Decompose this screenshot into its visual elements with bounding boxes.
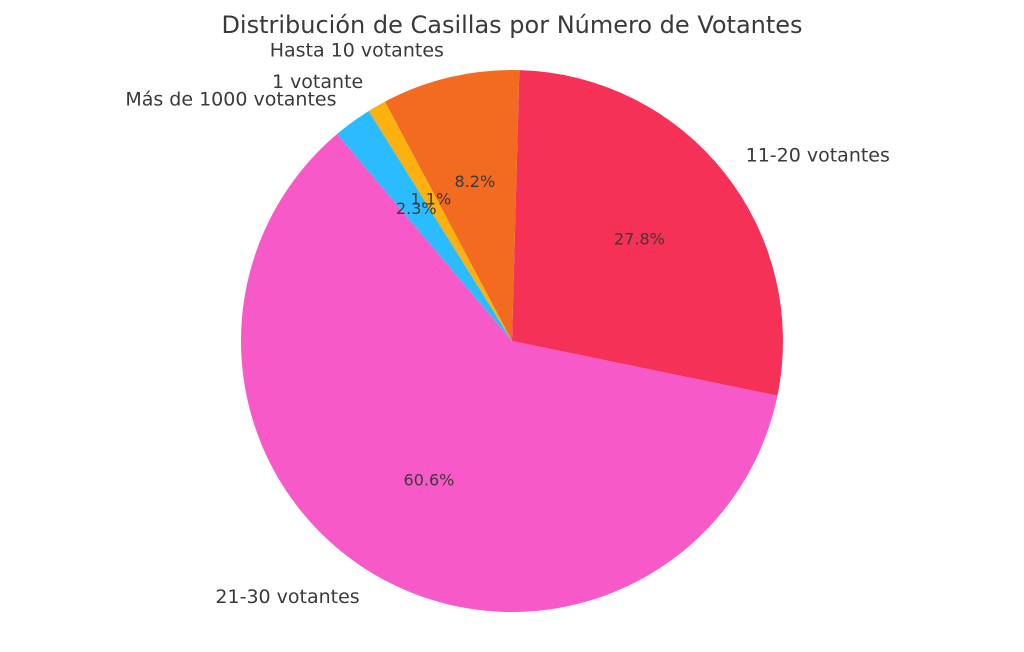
- pct-label-21-30-votantes: 60.6%: [404, 470, 455, 489]
- category-labels: 21-30 votantes 11-20 votantes Hasta 10 vot…: [125, 39, 890, 607]
- slice-mas-de-1000-votantes: [337, 110, 512, 342]
- slice-11-20-votantes: [512, 70, 783, 396]
- category-label-21-30-votantes: 21-30 votantes: [215, 586, 359, 608]
- percentage-labels: 60.6% 27.8% 8.2%1.1%2.3%: [396, 172, 665, 489]
- category-label-11-20-votantes: 11-20 votantes: [746, 144, 890, 166]
- pct-label-hasta-10-votantes: 8.2%: [455, 172, 496, 191]
- slice-hasta-10-votantes: [384, 70, 520, 341]
- slice-1-votante: [368, 101, 512, 341]
- chart-title: Distribución de Casillas por Número de V…: [221, 11, 802, 39]
- pct-label-mas-de-1000-votantes: 2.3%: [396, 199, 437, 218]
- slice-21-30-votantes: [240, 134, 778, 612]
- category-label-hasta-10-votantes: Hasta 10 votantes: [270, 39, 444, 61]
- category-label-mas-de-1000-votantes: Más de 1000 votantes: [125, 89, 336, 111]
- pct-label-11-20-votantes: 27.8%: [614, 230, 665, 249]
- pie-slices: [240, 70, 783, 612]
- pct-label-1-votante: 1.1%: [411, 190, 452, 209]
- category-label-1-votante: 1 votante: [272, 71, 363, 93]
